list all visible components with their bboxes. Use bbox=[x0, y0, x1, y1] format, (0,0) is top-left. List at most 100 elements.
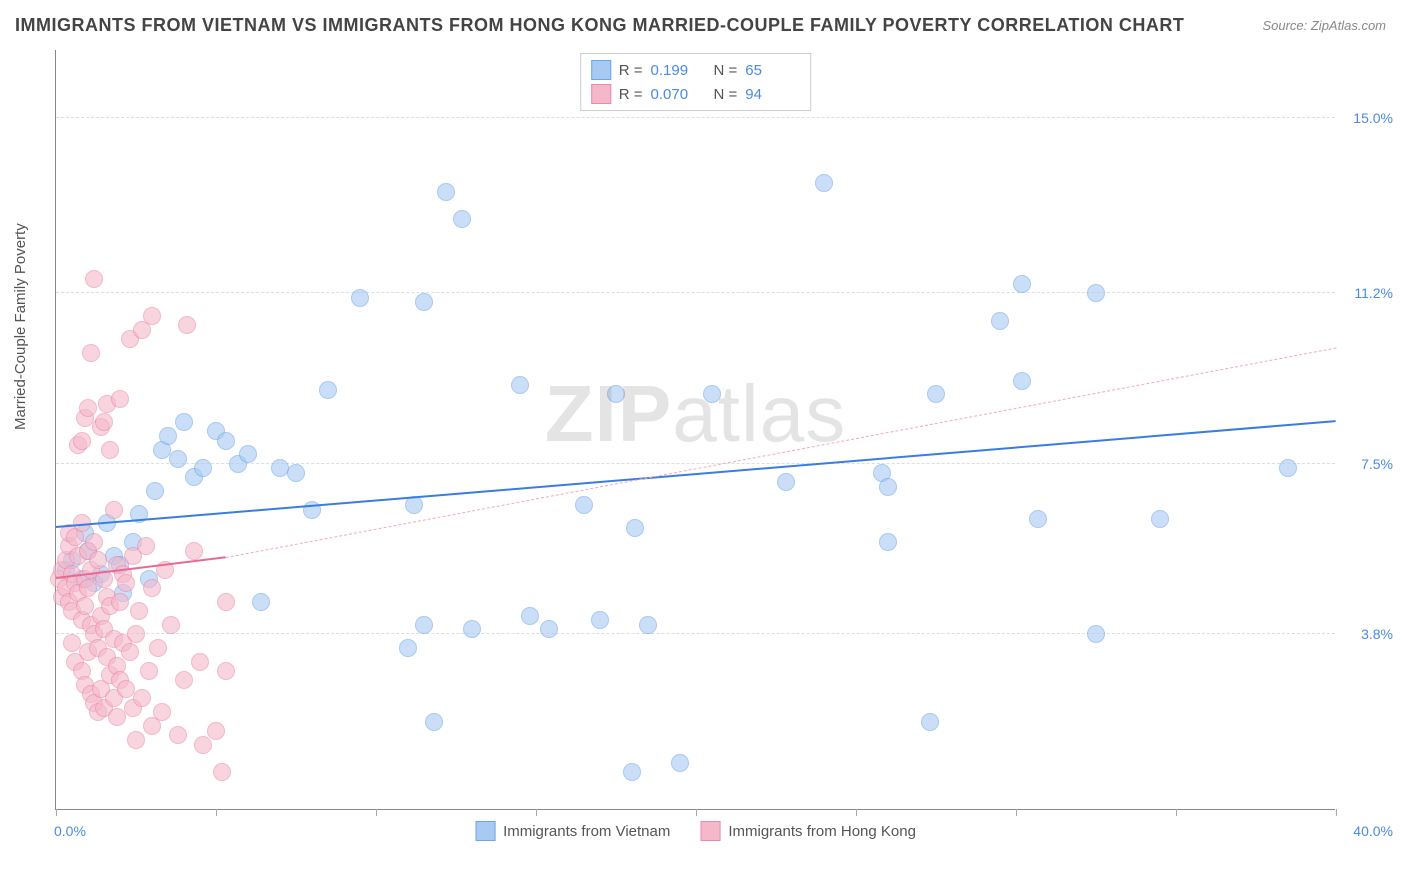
data-point bbox=[85, 270, 103, 288]
data-point bbox=[130, 602, 148, 620]
data-point bbox=[815, 174, 833, 192]
data-point bbox=[85, 533, 103, 551]
data-point bbox=[175, 413, 193, 431]
legend-n-value: 94 bbox=[745, 86, 800, 103]
data-point bbox=[111, 390, 129, 408]
gridline-h bbox=[56, 292, 1335, 293]
data-point bbox=[153, 703, 171, 721]
legend-r-label: R = bbox=[619, 86, 643, 103]
x-tick bbox=[216, 809, 217, 816]
data-point bbox=[140, 662, 158, 680]
data-point bbox=[639, 616, 657, 634]
data-point bbox=[1087, 625, 1105, 643]
data-point bbox=[217, 662, 235, 680]
data-point bbox=[777, 473, 795, 491]
legend-n-value: 65 bbox=[745, 62, 800, 79]
data-point bbox=[1279, 459, 1297, 477]
data-point bbox=[319, 381, 337, 399]
legend-swatch bbox=[591, 84, 611, 104]
data-point bbox=[111, 593, 129, 611]
data-point bbox=[703, 385, 721, 403]
data-point bbox=[927, 385, 945, 403]
watermark: ZIPatlas bbox=[545, 368, 846, 460]
data-point bbox=[1029, 510, 1047, 528]
data-point bbox=[1013, 275, 1031, 293]
data-point bbox=[127, 625, 145, 643]
data-point bbox=[95, 413, 113, 431]
x-tick bbox=[56, 809, 57, 816]
legend-r-value: 0.070 bbox=[651, 86, 706, 103]
data-point bbox=[101, 441, 119, 459]
data-point bbox=[453, 210, 471, 228]
x-tick bbox=[536, 809, 537, 816]
data-point bbox=[185, 542, 203, 560]
legend-r-value: 0.199 bbox=[651, 62, 706, 79]
y-tick-label: 11.2% bbox=[1354, 285, 1393, 301]
x-tick bbox=[1336, 809, 1337, 816]
legend-stats: R =0.199N =65R =0.070N =94 bbox=[580, 53, 812, 111]
data-point bbox=[540, 620, 558, 638]
data-point bbox=[108, 708, 126, 726]
data-point bbox=[191, 653, 209, 671]
x-axis-min: 0.0% bbox=[54, 823, 86, 839]
data-point bbox=[671, 754, 689, 772]
legend-series-item: Immigrants from Hong Kong bbox=[700, 821, 916, 841]
data-point bbox=[879, 478, 897, 496]
data-point bbox=[921, 713, 939, 731]
legend-n-label: N = bbox=[714, 86, 738, 103]
x-tick bbox=[1016, 809, 1017, 816]
y-tick-label: 7.5% bbox=[1361, 456, 1393, 472]
data-point bbox=[159, 427, 177, 445]
regression-line bbox=[226, 347, 1337, 558]
x-tick bbox=[376, 809, 377, 816]
data-point bbox=[169, 726, 187, 744]
data-point bbox=[1151, 510, 1169, 528]
data-point bbox=[399, 639, 417, 657]
data-point bbox=[287, 464, 305, 482]
legend-swatch bbox=[700, 821, 720, 841]
data-point bbox=[425, 713, 443, 731]
chart-title: IMMIGRANTS FROM VIETNAM VS IMMIGRANTS FR… bbox=[15, 15, 1184, 36]
data-point bbox=[437, 183, 455, 201]
legend-series-name: Immigrants from Hong Kong bbox=[728, 823, 916, 840]
data-point bbox=[89, 551, 107, 569]
data-point bbox=[143, 307, 161, 325]
legend-swatch bbox=[475, 821, 495, 841]
data-point bbox=[162, 616, 180, 634]
data-point bbox=[149, 639, 167, 657]
x-tick bbox=[1176, 809, 1177, 816]
regression-line bbox=[56, 420, 1336, 528]
data-point bbox=[351, 289, 369, 307]
data-point bbox=[1013, 372, 1031, 390]
data-point bbox=[607, 385, 625, 403]
data-point bbox=[511, 376, 529, 394]
data-point bbox=[521, 607, 539, 625]
source-label: Source: ZipAtlas.com bbox=[1262, 18, 1386, 33]
y-tick-label: 15.0% bbox=[1353, 110, 1393, 126]
data-point bbox=[991, 312, 1009, 330]
data-point bbox=[178, 316, 196, 334]
data-point bbox=[117, 574, 135, 592]
data-point bbox=[213, 763, 231, 781]
data-point bbox=[133, 689, 151, 707]
scatter-chart: ZIPatlas R =0.199N =65R =0.070N =94 0.0%… bbox=[55, 50, 1335, 810]
data-point bbox=[415, 616, 433, 634]
data-point bbox=[591, 611, 609, 629]
data-point bbox=[143, 579, 161, 597]
data-point bbox=[121, 643, 139, 661]
x-tick bbox=[856, 809, 857, 816]
data-point bbox=[175, 671, 193, 689]
legend-stat-row: R =0.199N =65 bbox=[591, 58, 801, 82]
legend-series: Immigrants from VietnamImmigrants from H… bbox=[475, 821, 916, 841]
legend-r-label: R = bbox=[619, 62, 643, 79]
watermark-brand-a: ZIP bbox=[545, 369, 672, 458]
data-point bbox=[146, 482, 164, 500]
data-point bbox=[217, 432, 235, 450]
data-point bbox=[415, 293, 433, 311]
data-point bbox=[79, 399, 97, 417]
data-point bbox=[1087, 284, 1105, 302]
data-point bbox=[105, 501, 123, 519]
data-point bbox=[169, 450, 187, 468]
data-point bbox=[194, 736, 212, 754]
data-point bbox=[879, 533, 897, 551]
